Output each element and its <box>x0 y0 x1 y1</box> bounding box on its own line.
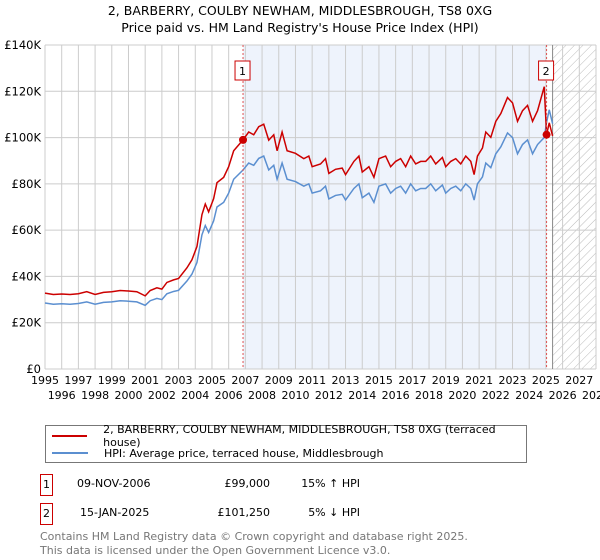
sale-label-box: 2 <box>538 60 555 81</box>
transaction-marker: 2 <box>40 503 53 525</box>
x-tick-label: 2014 <box>348 389 376 402</box>
sale-label-text: 2 <box>543 65 550 78</box>
x-tick-label: 2023 <box>499 374 527 387</box>
chart-subtitle: Price paid vs. HM Land Registry's House … <box>121 20 479 35</box>
legend-item-price: 2, BARBERRY, COULBY NEWHAM, MIDDLESBROUG… <box>46 423 526 449</box>
x-tick-label: 2002 <box>148 389 176 402</box>
x-tick-label: 2020 <box>448 389 476 402</box>
forecast-hatch <box>552 45 596 369</box>
x-tick-label: 1995 <box>31 374 59 387</box>
footer-licence: This data is licensed under the Open Gov… <box>40 544 391 557</box>
legend-label-hpi: HPI: Average price, terraced house, Midd… <box>104 446 384 460</box>
x-tick-label: 2013 <box>332 374 360 387</box>
chart-title: 2, BARBERRY, COULBY NEWHAM, MIDDLESBROUG… <box>107 3 493 18</box>
sale-point <box>239 135 248 144</box>
legend-item-hpi: HPI: Average price, terraced house, Midd… <box>46 445 384 461</box>
x-tick-label: 2005 <box>198 374 226 387</box>
transaction-date: 15-JAN-2025 <box>80 506 150 519</box>
transaction-row: 1 09-NOV-2006 £99,000 15% ↑ HPI <box>40 474 440 496</box>
x-tick-label: 2015 <box>365 374 393 387</box>
x-tick-label: 2016 <box>382 389 410 402</box>
transaction-hpi: 15% ↑ HPI <box>301 477 360 490</box>
x-tick-label: 2000 <box>114 389 142 402</box>
transaction-hpi: 5% ↓ HPI <box>308 506 360 519</box>
transaction-marker: 1 <box>40 474 53 496</box>
x-tick-label: 2022 <box>482 389 510 402</box>
x-tick-label: 2012 <box>315 389 343 402</box>
legend: 2, BARBERRY, COULBY NEWHAM, MIDDLESBROUG… <box>45 423 527 463</box>
transaction-date: 09-NOV-2006 <box>77 477 151 490</box>
x-tick-label: 2028 <box>582 389 600 402</box>
x-tick-label: 2011 <box>298 374 326 387</box>
x-tick-label: 2019 <box>432 374 460 387</box>
x-tick-label: 2027 <box>565 374 593 387</box>
legend-swatch-hpi <box>52 452 88 454</box>
x-tick-label: 2004 <box>181 389 209 402</box>
x-tick-label: 2018 <box>415 389 443 402</box>
sale-period-shading <box>243 45 547 369</box>
x-tick-label: 2010 <box>281 389 309 402</box>
y-tick-label: £140K <box>4 38 41 52</box>
x-tick-label: 2007 <box>231 374 259 387</box>
x-tick-label: 2003 <box>165 374 193 387</box>
sale-label-text: 1 <box>239 65 246 78</box>
y-tick-label: £60K <box>12 223 42 237</box>
hpi-series-line <box>44 109 554 307</box>
sale-label-border <box>538 60 555 81</box>
x-tick-label: 2021 <box>465 374 493 387</box>
transaction-row: 2 15-JAN-2025 £101,250 5% ↓ HPI <box>40 503 440 525</box>
x-tick-label: 2025 <box>532 374 560 387</box>
x-tick-label: 1998 <box>81 389 109 402</box>
x-tick-label: 2006 <box>215 389 243 402</box>
sale-label-border <box>234 60 251 81</box>
transaction-price: £101,250 <box>217 506 271 519</box>
y-tick-label: £40K <box>12 269 42 283</box>
x-tick-label: 2024 <box>515 389 543 402</box>
legend-label-price: 2, BARBERRY, COULBY NEWHAM, MIDDLESBROUG… <box>103 423 496 449</box>
transaction-price: £99,000 <box>224 477 271 490</box>
x-tick-label: 2009 <box>265 374 293 387</box>
legend-swatch-price <box>52 435 88 437</box>
x-tick-label: 1999 <box>98 374 126 387</box>
x-tick-label: 1997 <box>64 374 92 387</box>
x-tick-label: 2026 <box>549 389 577 402</box>
x-tick-label: 2017 <box>398 374 426 387</box>
y-tick-label: £20K <box>12 316 42 330</box>
x-tick-label: 2008 <box>248 389 276 402</box>
sale-point <box>542 130 551 139</box>
y-tick-label: £120K <box>4 84 41 98</box>
y-tick-label: £100K <box>4 131 41 145</box>
footer-copyright: Contains HM Land Registry data © Crown c… <box>40 530 468 543</box>
x-tick-label: 1996 <box>48 389 76 402</box>
y-tick-label: £0 <box>26 362 41 376</box>
price-series-line <box>44 86 554 297</box>
y-tick-label: £80K <box>12 177 42 191</box>
price-chart: 1995 1996 1997 1998 1999 2000 2001 2002 2003 2004… <box>4 38 600 402</box>
x-tick-label: 2001 <box>131 374 159 387</box>
sale-label-box: 1 <box>234 60 251 81</box>
